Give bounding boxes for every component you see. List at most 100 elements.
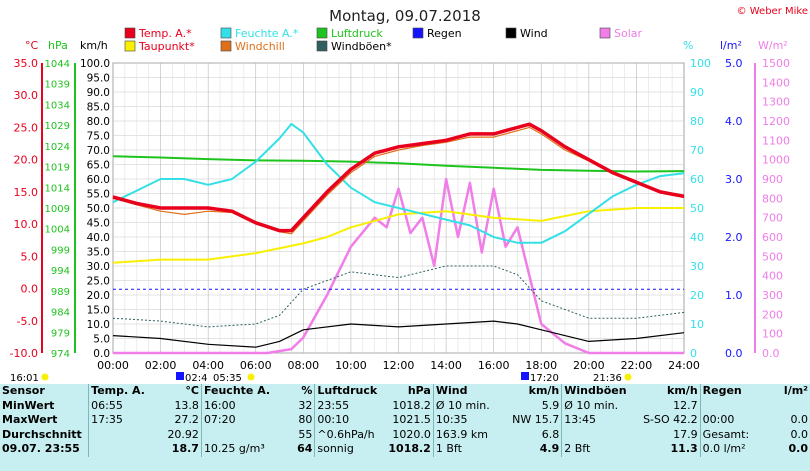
marker-label: 17:20 xyxy=(530,373,559,384)
stat-row-current: 09.07. 23:55 18.7 10.25 g/m³ 64 sonnig 1… xyxy=(0,442,810,457)
temp-tick-label: 10.0 xyxy=(14,218,39,231)
stat-header-rain: Regen xyxy=(699,384,771,399)
pressure-tick-label: 1044 xyxy=(45,59,70,70)
stat-row-max: MaxWert 17:35 27.2 07:20 80 00:10 1021.5… xyxy=(0,413,810,428)
stat-header-gust: Windböen xyxy=(561,384,642,399)
wind-tick-label: 5.0 xyxy=(93,334,110,346)
humidity-tick-label: 50 xyxy=(690,202,704,215)
wind-tick-label: 30.0 xyxy=(87,261,110,273)
series-line-temp-a xyxy=(112,122,685,233)
stat-row-avg: Durchschnitt 20.92 55 ^0.6hPa/h 1020.0 1… xyxy=(0,427,810,442)
wind-tick-label: 15.0 xyxy=(87,305,110,317)
stat-header-pressure-unit: hPa xyxy=(407,384,431,397)
stat-rain-desc xyxy=(699,398,771,413)
stat-pressure-trend: ^0.6hPa/h xyxy=(314,427,387,442)
wind-tick-label: 35.0 xyxy=(87,247,110,259)
stat-rain-desc: Gesamt: xyxy=(699,427,771,442)
stat-humidity-time: 07:20 xyxy=(200,413,281,428)
pressure-tick-label: 1039 xyxy=(45,80,70,91)
time-tick-label: 20:00 xyxy=(573,359,605,372)
temp-tick-label: 25.0 xyxy=(14,121,39,134)
wind-tick-label: 0.0 xyxy=(93,348,110,360)
stat-temp-value: 13.8 xyxy=(174,398,199,412)
pressure-tick-label: 1034 xyxy=(45,100,70,111)
temp-tick-label: 30.0 xyxy=(14,89,39,102)
stat-temp-time: 06:55 xyxy=(88,398,166,413)
solar-tick-label: 1100 xyxy=(762,134,790,147)
wind-tick-label: 40.0 xyxy=(87,232,110,244)
stat-temp-value: 20.92 xyxy=(167,427,199,441)
series-line-windb-en xyxy=(112,265,685,328)
stat-gust-desc: 13:45 xyxy=(561,413,642,428)
time-tick-label: 22:00 xyxy=(621,359,653,372)
wind-tick-label: 100.0 xyxy=(80,58,110,70)
stat-row-min: MinWert 06:55 13.8 16:00 32 23:55 1018.2… xyxy=(0,398,810,414)
wind-tick-label: 50.0 xyxy=(87,203,110,215)
solar-tick-label: 1000 xyxy=(762,154,790,167)
time-tick-label: 24:00 xyxy=(668,359,700,372)
stat-wind-desc: 10:35 xyxy=(432,413,511,428)
stat-wind-desc: 163.9 km xyxy=(432,427,511,442)
statistics-panel: Sensor Temp. A. °C Feuchte A. % Luftdruc… xyxy=(0,384,810,471)
legend-label: Solar xyxy=(614,27,643,40)
sunrise-icon xyxy=(176,372,184,380)
pressure-tick-label: 1029 xyxy=(45,121,70,132)
time-tick-label: 04:00 xyxy=(192,359,224,372)
stat-humidity-value: 64 xyxy=(297,442,313,455)
solar-tick-label: 1200 xyxy=(762,115,790,128)
stat-rain-desc: 00:00 xyxy=(699,413,771,428)
copyright: © Weber Mike xyxy=(737,6,808,17)
stat-gust-desc xyxy=(561,427,642,442)
wind-tick-label: 75.0 xyxy=(87,131,110,143)
legend-label: Windböen* xyxy=(331,40,392,53)
sun-icon xyxy=(41,373,49,381)
rain-tick-label: 1.0 xyxy=(725,289,743,302)
humidity-tick-label: 0 xyxy=(690,347,697,360)
stat-wind-bft: 1 Bft xyxy=(432,442,511,457)
rain-unit-label: l/m² xyxy=(720,39,742,52)
temp-tick-label: 5.0 xyxy=(21,250,39,263)
time-tick-label: 06:00 xyxy=(240,359,272,372)
stat-gust-dir: S-SO 42.2 xyxy=(643,413,698,426)
time-tick-label: 10:00 xyxy=(335,359,367,372)
pressure-tick-label: 1004 xyxy=(45,225,70,236)
stat-header-temp: Temp. A. xyxy=(88,384,166,399)
solar-tick-label: 1500 xyxy=(762,57,790,70)
legend-label: Temp. A.* xyxy=(138,27,192,40)
humidity-unit-label: % xyxy=(683,39,693,52)
stat-temp-value: 18.7 xyxy=(171,442,199,455)
legend-swatch xyxy=(505,27,517,39)
sun-icon xyxy=(247,373,255,381)
solar-tick-label: 1400 xyxy=(762,76,790,89)
series-line-solar xyxy=(113,177,684,355)
temp-tick-label: 15.0 xyxy=(14,186,39,199)
stat-header-wind-unit: km/h xyxy=(528,384,560,397)
stat-rain-value: 0.0 xyxy=(788,442,809,455)
humidity-tick-label: 40 xyxy=(690,231,704,244)
wind-tick-label: 70.0 xyxy=(87,145,110,157)
legend-swatch xyxy=(316,40,328,52)
stat-pressure-value: 1020.0 xyxy=(392,427,431,441)
humidity-tick-label: 100 xyxy=(690,57,711,70)
stat-humidity-value: 80 xyxy=(298,413,313,426)
solar-tick-label: 600 xyxy=(762,231,783,244)
pressure-unit-label: hPa xyxy=(48,39,68,52)
stat-header-humidity: Feuchte A. xyxy=(200,384,281,399)
time-tick-label: 18:00 xyxy=(525,359,557,372)
legend-swatch xyxy=(124,40,136,52)
sunset-label: 21:36 xyxy=(593,373,622,384)
humidity-tick-label: 90 xyxy=(690,86,704,99)
rain-tick-label: 3.0 xyxy=(725,173,743,186)
solar-tick-label: 200 xyxy=(762,308,783,321)
temp-unit-label: °C xyxy=(25,39,39,52)
temp-tick-label: 35.0 xyxy=(14,57,39,70)
stat-rain-value xyxy=(771,399,810,414)
stat-header-sensor: Sensor xyxy=(2,384,45,397)
stat-gust-value: 11.3 xyxy=(670,442,698,455)
stat-gust-value: 17.9 xyxy=(673,427,698,441)
legend-label: Luftdruck xyxy=(331,27,383,40)
stat-label: MaxWert xyxy=(2,413,58,426)
solar-tick-label: 900 xyxy=(762,173,783,186)
legend-label: Taupunkt* xyxy=(138,40,195,53)
stat-header-humidity-unit: % xyxy=(301,384,313,397)
